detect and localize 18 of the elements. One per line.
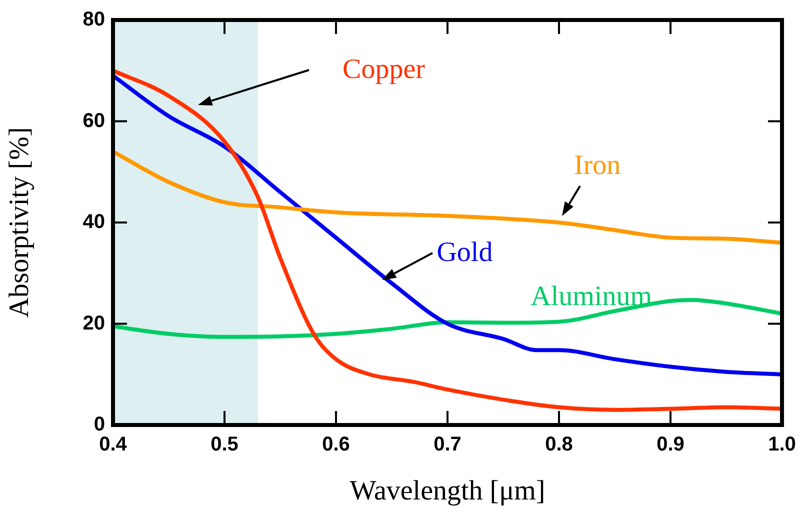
- series-label: Iron: [574, 150, 621, 181]
- x-tick-label: 1.0: [768, 434, 796, 456]
- y-tick-label: 0: [94, 414, 105, 436]
- x-tick-label: 0.8: [545, 434, 573, 456]
- y-tick-label: 80: [82, 8, 105, 31]
- series-label: Gold: [436, 236, 493, 268]
- x-tick-label: 0.7: [434, 434, 462, 456]
- x-tick-label: 0.4: [99, 434, 128, 456]
- x-tick-label: 0.9: [656, 434, 684, 456]
- x-axis-title: Wavelength [μm]: [350, 476, 546, 507]
- text: Copper: [342, 54, 425, 85]
- x-tick-label: 0.6: [322, 434, 350, 456]
- y-tick-label: 60: [82, 110, 105, 132]
- y-axis-title: Absorptivity [%]: [4, 127, 36, 318]
- y-tick-label: 40: [82, 211, 105, 234]
- x-tick-label: 0.5: [210, 434, 238, 456]
- y-tick-label: 20: [82, 312, 105, 334]
- series-label: Aluminum: [530, 280, 652, 312]
